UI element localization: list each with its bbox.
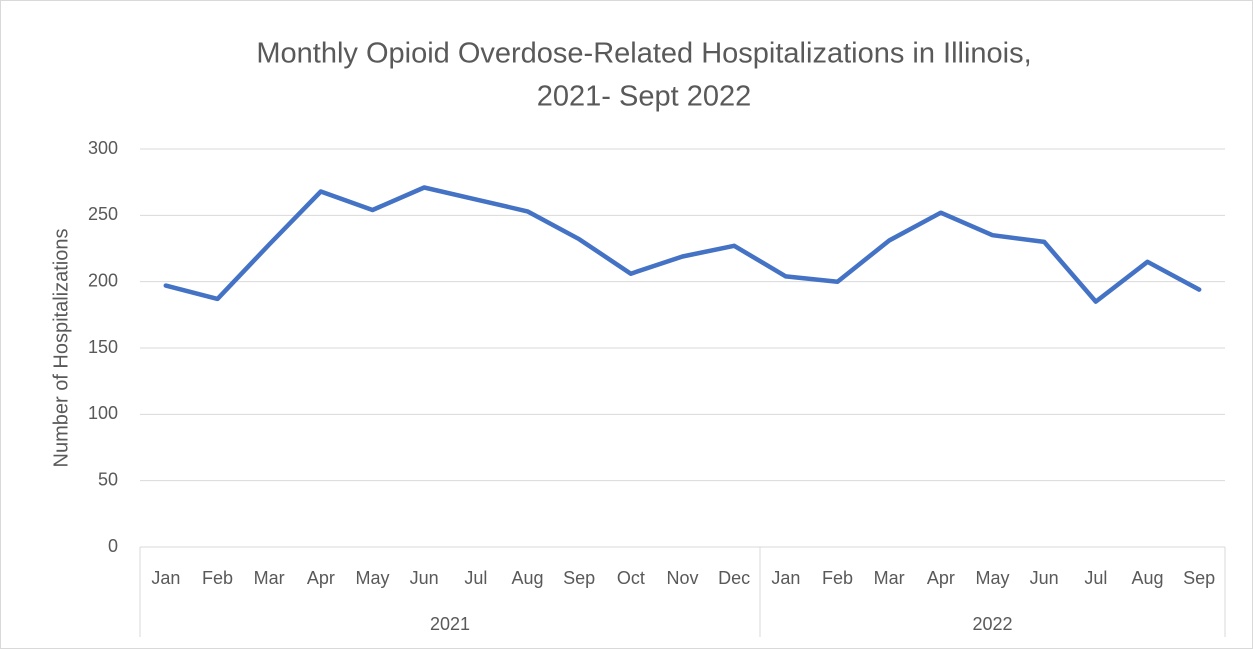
- x-tick-label: Sep: [1183, 568, 1215, 588]
- x-tick-label: Oct: [617, 568, 645, 588]
- group-label: 2021: [430, 614, 470, 634]
- y-tick-label: 250: [88, 204, 118, 224]
- x-tick-label: Feb: [202, 568, 233, 588]
- x-tick-label: Jun: [410, 568, 439, 588]
- chart-title: Monthly Opioid Overdose-Related Hospital…: [256, 38, 1031, 70]
- x-tick-label: May: [975, 568, 1009, 588]
- data-line: [163, 185, 1202, 304]
- y-tick-label: 150: [88, 337, 118, 357]
- x-tick-label: Apr: [307, 568, 335, 588]
- x-tick-label: Apr: [927, 568, 955, 588]
- y-tick-label: 50: [98, 469, 118, 489]
- chart-title: 2021- Sept 2022: [537, 81, 751, 113]
- x-tick-label: Dec: [718, 568, 750, 588]
- x-tick-label: Aug: [1131, 568, 1163, 588]
- y-tick-label: 0: [108, 536, 118, 556]
- y-axis-title: Number of Hospitalizations: [50, 229, 72, 468]
- x-tick-label: Sep: [563, 568, 595, 588]
- x-tick-label: Mar: [254, 568, 285, 588]
- x-tick-label: Jan: [151, 568, 180, 588]
- x-tick-label: May: [355, 568, 389, 588]
- group-label: 2022: [972, 614, 1012, 634]
- x-tick-label: Feb: [822, 568, 853, 588]
- x-tick-label: Mar: [874, 568, 905, 588]
- y-tick-label: 100: [88, 403, 118, 423]
- y-tick-label: 300: [88, 138, 118, 158]
- x-tick-label: Jan: [771, 568, 800, 588]
- x-tick-label: Nov: [666, 568, 698, 588]
- x-tick-label: Jul: [1084, 568, 1107, 588]
- x-tick-label: Jun: [1030, 568, 1059, 588]
- y-tick-label: 200: [88, 270, 118, 290]
- x-tick-label: Jul: [464, 568, 487, 588]
- x-tick-label: Aug: [511, 568, 543, 588]
